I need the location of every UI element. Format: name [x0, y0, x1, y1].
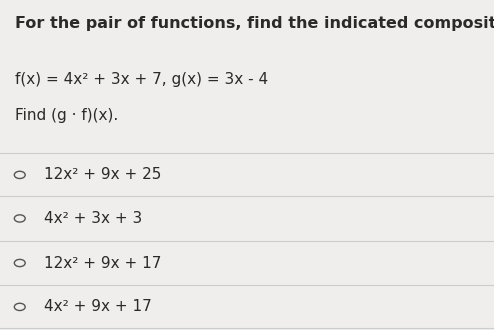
Text: Find (g · f)(x).: Find (g · f)(x).	[15, 108, 118, 123]
Text: f(x) = 4x² + 3x + 7, g(x) = 3x - 4: f(x) = 4x² + 3x + 7, g(x) = 3x - 4	[15, 72, 268, 87]
Text: 12x² + 9x + 17: 12x² + 9x + 17	[44, 255, 162, 271]
Text: 12x² + 9x + 25: 12x² + 9x + 25	[44, 167, 162, 182]
Text: 4x² + 3x + 3: 4x² + 3x + 3	[44, 211, 143, 226]
Text: For the pair of functions, find the indicated composition.: For the pair of functions, find the indi…	[15, 16, 494, 31]
Text: 4x² + 9x + 17: 4x² + 9x + 17	[44, 299, 152, 314]
